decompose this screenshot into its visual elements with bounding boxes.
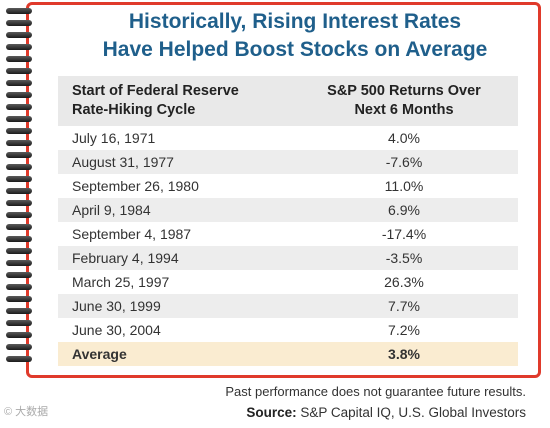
table-row: June 30, 2004 7.2% [58, 318, 518, 342]
row-date: March 25, 1997 [72, 274, 170, 290]
spiral-ring [6, 176, 32, 182]
spiral-ring [6, 320, 32, 326]
spiral-ring [6, 8, 32, 14]
table-row: September 26, 1980 11.0% [58, 174, 518, 198]
row-return: -7.6% [385, 154, 423, 170]
spiral-ring [6, 164, 32, 170]
table-row: June 30, 1999 7.7% [58, 294, 518, 318]
row-date: September 4, 1987 [72, 226, 192, 242]
spiral-ring [6, 332, 32, 338]
spiral-ring [6, 116, 32, 122]
spiral-ring [6, 308, 32, 314]
spiral-ring [6, 212, 32, 218]
spiral-ring [6, 344, 32, 350]
chart-title-line2: Have Helped Boost Stocks on Average [102, 38, 488, 61]
returns-table: Start of Federal Reserve Rate-Hiking Cyc… [58, 76, 518, 366]
row-return: 26.3% [384, 274, 424, 290]
spiral-ring [6, 44, 32, 50]
row-return: 11.0% [384, 178, 424, 194]
spiral-ring [6, 224, 32, 230]
average-label: Average [72, 346, 127, 362]
header-col2-line1: S&P 500 Returns Over [327, 83, 481, 99]
spiral-ring [6, 80, 32, 86]
spiral-ring [6, 248, 32, 254]
spiral-ring [6, 284, 32, 290]
row-date: August 31, 1977 [72, 154, 174, 170]
spiral-ring [6, 188, 32, 194]
spiral-ring [6, 56, 32, 62]
table-row: August 31, 1977 -7.6% [58, 150, 518, 174]
table-row: September 4, 1987 -17.4% [58, 222, 518, 246]
row-date: February 4, 1994 [72, 250, 179, 266]
row-date: June 30, 2004 [72, 322, 161, 338]
row-return: 7.7% [388, 298, 420, 314]
spiral-ring [6, 200, 32, 206]
spiral-ring [6, 260, 32, 266]
header-col1-line1: Start of Federal Reserve [72, 83, 239, 99]
spiral-ring [6, 104, 32, 110]
spiral-ring [6, 32, 32, 38]
spiral-ring [6, 356, 32, 362]
spiral-ring [6, 272, 32, 278]
source-label: Source: [246, 405, 297, 420]
table-row: March 25, 1997 26.3% [58, 270, 518, 294]
watermark: © 大数据 [4, 406, 49, 418]
spiral-ring [6, 296, 32, 302]
average-value: 3.8% [388, 346, 420, 362]
spiral-ring [6, 68, 32, 74]
spiral-ring [6, 20, 32, 26]
row-date: September 26, 1980 [72, 178, 199, 194]
chart-title-line1: Historically, Rising Interest Rates [128, 10, 462, 33]
source-line: Source: S&P Capital IQ, U.S. Global Inve… [246, 405, 526, 420]
row-return: -17.4% [381, 226, 427, 242]
row-return: -3.5% [385, 250, 423, 266]
spiral-ring [6, 140, 32, 146]
spiral-ring [6, 236, 32, 242]
average-row: Average 3.8% [58, 342, 518, 366]
spiral-ring [6, 92, 32, 98]
row-return: 7.2% [388, 322, 420, 338]
row-date: April 9, 1984 [72, 202, 151, 218]
table-row: April 9, 1984 6.9% [58, 198, 518, 222]
row-date: July 16, 1971 [72, 130, 156, 146]
spiral-binding [0, 8, 40, 368]
row-return: 6.9% [388, 202, 420, 218]
header-col1-line2: Rate-Hiking Cycle [72, 102, 196, 118]
disclaimer-text: Past performance does not guarantee futu… [225, 384, 526, 399]
source-text: S&P Capital IQ, U.S. Global Investors [300, 405, 526, 420]
row-return: 4.0% [388, 130, 420, 146]
spiral-ring [6, 152, 32, 158]
table-row: July 16, 1971 4.0% [58, 126, 518, 150]
header-returns: S&P 500 Returns Over Next 6 Months [304, 82, 504, 120]
header-col2-line2: Next 6 Months [354, 102, 454, 118]
table-header: Start of Federal Reserve Rate-Hiking Cyc… [58, 76, 518, 126]
table-row: February 4, 1994 -3.5% [58, 246, 518, 270]
header-start-date: Start of Federal Reserve Rate-Hiking Cyc… [72, 82, 239, 120]
table-body: July 16, 1971 4.0% August 31, 1977 -7.6% S… [58, 126, 518, 342]
row-date: June 30, 1999 [72, 298, 161, 314]
spiral-ring [6, 128, 32, 134]
